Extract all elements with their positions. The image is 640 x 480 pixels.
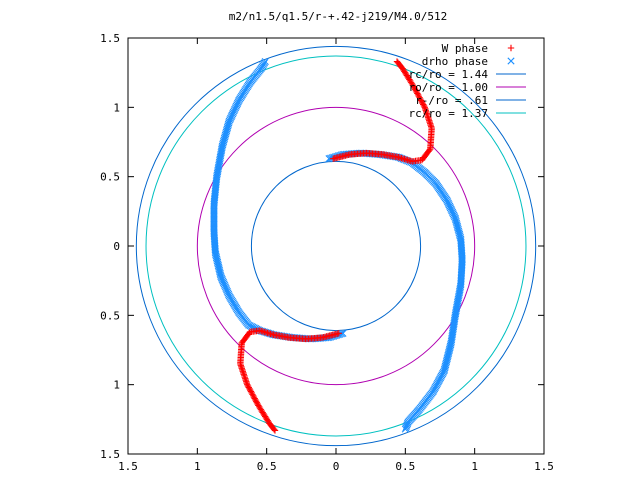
w-point (252, 398, 260, 405)
w-point (420, 102, 428, 110)
legend-w-phase-label: W phase (442, 42, 488, 55)
w-point (244, 381, 251, 388)
y-tick-label: 1 (113, 101, 120, 114)
x-tick-label: 1 (194, 460, 201, 473)
w-point (414, 91, 422, 99)
legend-w-phase-marker (507, 44, 515, 52)
w-point (247, 387, 254, 394)
w-point (419, 99, 426, 107)
x-tick-label: 1.5 (118, 460, 138, 473)
drho-point (261, 57, 269, 66)
circle-ro_circle (196, 106, 476, 386)
w-phase-series (237, 58, 435, 434)
circle-rminus_circle (250, 160, 422, 332)
w-point (249, 392, 257, 399)
w-point (251, 395, 258, 402)
w-point (417, 97, 425, 104)
y-tick-label: 0 (113, 240, 120, 253)
x-tick-label: 0.5 (395, 460, 415, 473)
drho-point (401, 425, 409, 433)
y-tick-label: 0.5 (100, 171, 120, 184)
w-point (244, 382, 252, 390)
w-point (394, 59, 402, 66)
legend-drho-phase-label: drho phase (422, 55, 488, 68)
w-point (416, 94, 423, 101)
w-point (245, 384, 252, 391)
w-point (420, 101, 427, 108)
circle-layer (135, 45, 537, 447)
w-point (271, 427, 279, 434)
axis-ticks: 1.5 1 0.5 0 0.5 1 1.51.510.500.511.5 (100, 32, 554, 473)
w-point (417, 95, 424, 103)
w-point (239, 338, 246, 346)
w-point (415, 93, 423, 100)
y-tick-label: 1.5 (100, 32, 120, 45)
w-point (250, 393, 258, 401)
w-point (411, 86, 419, 93)
w-point (252, 396, 259, 404)
w-point (246, 385, 253, 393)
w-point (418, 98, 425, 105)
legend-ro_circle-label: ro/ro = 1.00 (409, 81, 488, 94)
drho-point (402, 424, 410, 432)
legend-rc_circle-label: rc/ro = 1.44 (409, 68, 489, 81)
legend-rminus_circle-label: r-/ro = .61 (415, 94, 488, 107)
w-point (393, 58, 401, 65)
w-point (253, 399, 261, 406)
w-point (248, 389, 255, 397)
w-point (426, 146, 433, 154)
w-point (414, 90, 421, 97)
y-tick-label: 0.5 (100, 309, 120, 322)
x-tick-label: 1.5 (534, 460, 554, 473)
w-point (270, 426, 278, 433)
x-tick-label: 0 (333, 460, 340, 473)
circle-rc_circle (135, 45, 537, 447)
chart-title: m2/n1.5/q1.5/r-+.42-j219/M4.0/512 (229, 10, 448, 23)
y-tick-label: 1 (113, 379, 120, 392)
legend-drho-phase-marker (507, 57, 515, 65)
w-point (421, 104, 428, 111)
x-tick-label: 0.5 (257, 460, 277, 473)
x-tick-label: 1 (471, 460, 478, 473)
w-point (413, 88, 420, 96)
legend-rc2_circle-label: rc/ro = 1.37 (409, 107, 488, 120)
w-point (249, 391, 256, 398)
w-point (247, 388, 255, 395)
circle-rc2_circle (145, 55, 527, 437)
y-tick-label: 1.5 (100, 448, 120, 461)
w-point (412, 87, 420, 94)
